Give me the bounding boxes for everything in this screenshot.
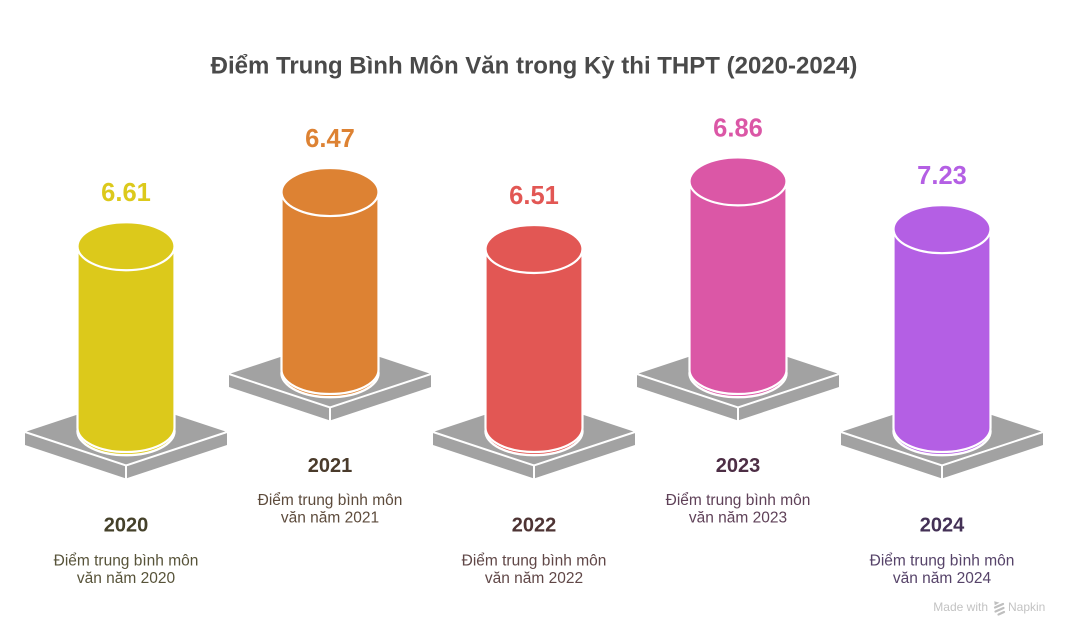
svg-text:Made with: Made with (933, 600, 988, 614)
svg-text:Điểm trung bình môn: Điểm trung bình môn (462, 552, 607, 569)
svg-text:6.47: 6.47 (305, 125, 355, 153)
svg-text:văn năm 2020: văn năm 2020 (77, 570, 176, 587)
svg-text:Điểm trung bình môn: Điểm trung bình môn (666, 492, 811, 509)
svg-text:6.51: 6.51 (509, 182, 559, 210)
svg-text:Điểm trung bình môn: Điểm trung bình môn (54, 552, 199, 569)
svg-text:2021: 2021 (308, 455, 353, 477)
svg-text:văn năm 2022: văn năm 2022 (485, 570, 583, 587)
svg-text:văn năm 2024: văn năm 2024 (893, 570, 992, 587)
svg-text:Điểm Trung Bình Môn Văn trong: Điểm Trung Bình Môn Văn trong Kỳ thi THP… (211, 53, 858, 80)
svg-text:Napkin: Napkin (1008, 600, 1045, 614)
svg-text:6.86: 6.86 (713, 114, 763, 142)
svg-text:văn năm 2021: văn năm 2021 (281, 509, 379, 526)
svg-text:2024: 2024 (920, 515, 965, 537)
svg-text:văn năm 2023: văn năm 2023 (689, 509, 787, 526)
svg-text:Điểm trung bình môn: Điểm trung bình môn (258, 492, 403, 509)
svg-text:2020: 2020 (104, 515, 149, 537)
svg-text:7.23: 7.23 (917, 162, 967, 190)
svg-text:Điểm trung bình môn: Điểm trung bình môn (870, 552, 1015, 569)
svg-text:2023: 2023 (716, 455, 761, 477)
svg-text:2022: 2022 (512, 515, 557, 537)
svg-text:6.61: 6.61 (101, 179, 151, 207)
